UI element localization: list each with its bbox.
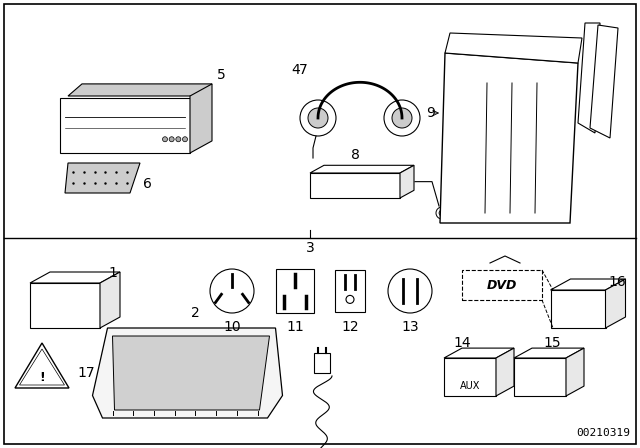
Circle shape bbox=[169, 137, 174, 142]
Polygon shape bbox=[310, 165, 414, 173]
Text: 1: 1 bbox=[108, 266, 117, 280]
Bar bbox=[462, 270, 542, 300]
Text: 17: 17 bbox=[77, 366, 95, 380]
Polygon shape bbox=[566, 348, 584, 396]
Polygon shape bbox=[605, 279, 625, 328]
Circle shape bbox=[436, 207, 448, 219]
Circle shape bbox=[392, 108, 412, 128]
Text: 3: 3 bbox=[306, 241, 314, 255]
Text: 11: 11 bbox=[286, 320, 304, 334]
Polygon shape bbox=[100, 272, 120, 328]
Circle shape bbox=[176, 137, 181, 142]
Bar bbox=[276, 269, 314, 313]
Text: 10: 10 bbox=[223, 320, 241, 334]
Text: 7: 7 bbox=[300, 63, 308, 78]
Text: 6: 6 bbox=[143, 177, 152, 191]
Text: 00210319: 00210319 bbox=[576, 428, 630, 438]
Polygon shape bbox=[496, 348, 514, 396]
Text: 16: 16 bbox=[608, 275, 626, 289]
Polygon shape bbox=[310, 173, 400, 198]
Polygon shape bbox=[440, 53, 578, 223]
Circle shape bbox=[384, 100, 420, 136]
Text: AUX: AUX bbox=[460, 381, 480, 391]
Polygon shape bbox=[444, 358, 496, 396]
Polygon shape bbox=[30, 272, 120, 283]
Text: 8: 8 bbox=[351, 148, 360, 162]
Circle shape bbox=[300, 100, 336, 136]
Circle shape bbox=[346, 295, 354, 303]
Polygon shape bbox=[590, 25, 618, 138]
Text: 15: 15 bbox=[543, 336, 561, 350]
Polygon shape bbox=[550, 290, 605, 328]
Polygon shape bbox=[30, 283, 100, 328]
Text: 2: 2 bbox=[191, 306, 200, 320]
Circle shape bbox=[308, 108, 328, 128]
Polygon shape bbox=[514, 348, 584, 358]
Polygon shape bbox=[550, 279, 625, 290]
Polygon shape bbox=[65, 163, 140, 193]
Circle shape bbox=[439, 210, 445, 216]
Circle shape bbox=[163, 137, 168, 142]
Polygon shape bbox=[444, 348, 514, 358]
Polygon shape bbox=[68, 84, 212, 96]
Text: 14: 14 bbox=[453, 336, 471, 350]
Text: 12: 12 bbox=[341, 320, 359, 334]
Text: 4: 4 bbox=[291, 63, 300, 78]
Text: DVD: DVD bbox=[487, 279, 517, 292]
Polygon shape bbox=[190, 84, 212, 153]
Text: 13: 13 bbox=[401, 320, 419, 334]
Polygon shape bbox=[15, 343, 69, 388]
Polygon shape bbox=[93, 328, 282, 418]
Bar bbox=[314, 353, 330, 373]
Polygon shape bbox=[578, 23, 600, 133]
Text: 5: 5 bbox=[217, 68, 226, 82]
Bar bbox=[60, 98, 190, 153]
Circle shape bbox=[388, 269, 432, 313]
Polygon shape bbox=[400, 165, 414, 198]
Polygon shape bbox=[113, 336, 269, 410]
Circle shape bbox=[182, 137, 188, 142]
Circle shape bbox=[210, 269, 254, 313]
Polygon shape bbox=[19, 349, 65, 385]
Text: 9: 9 bbox=[426, 106, 435, 120]
Polygon shape bbox=[445, 33, 582, 63]
Text: !: ! bbox=[39, 370, 45, 383]
Polygon shape bbox=[514, 358, 566, 396]
Bar bbox=[335, 270, 365, 312]
